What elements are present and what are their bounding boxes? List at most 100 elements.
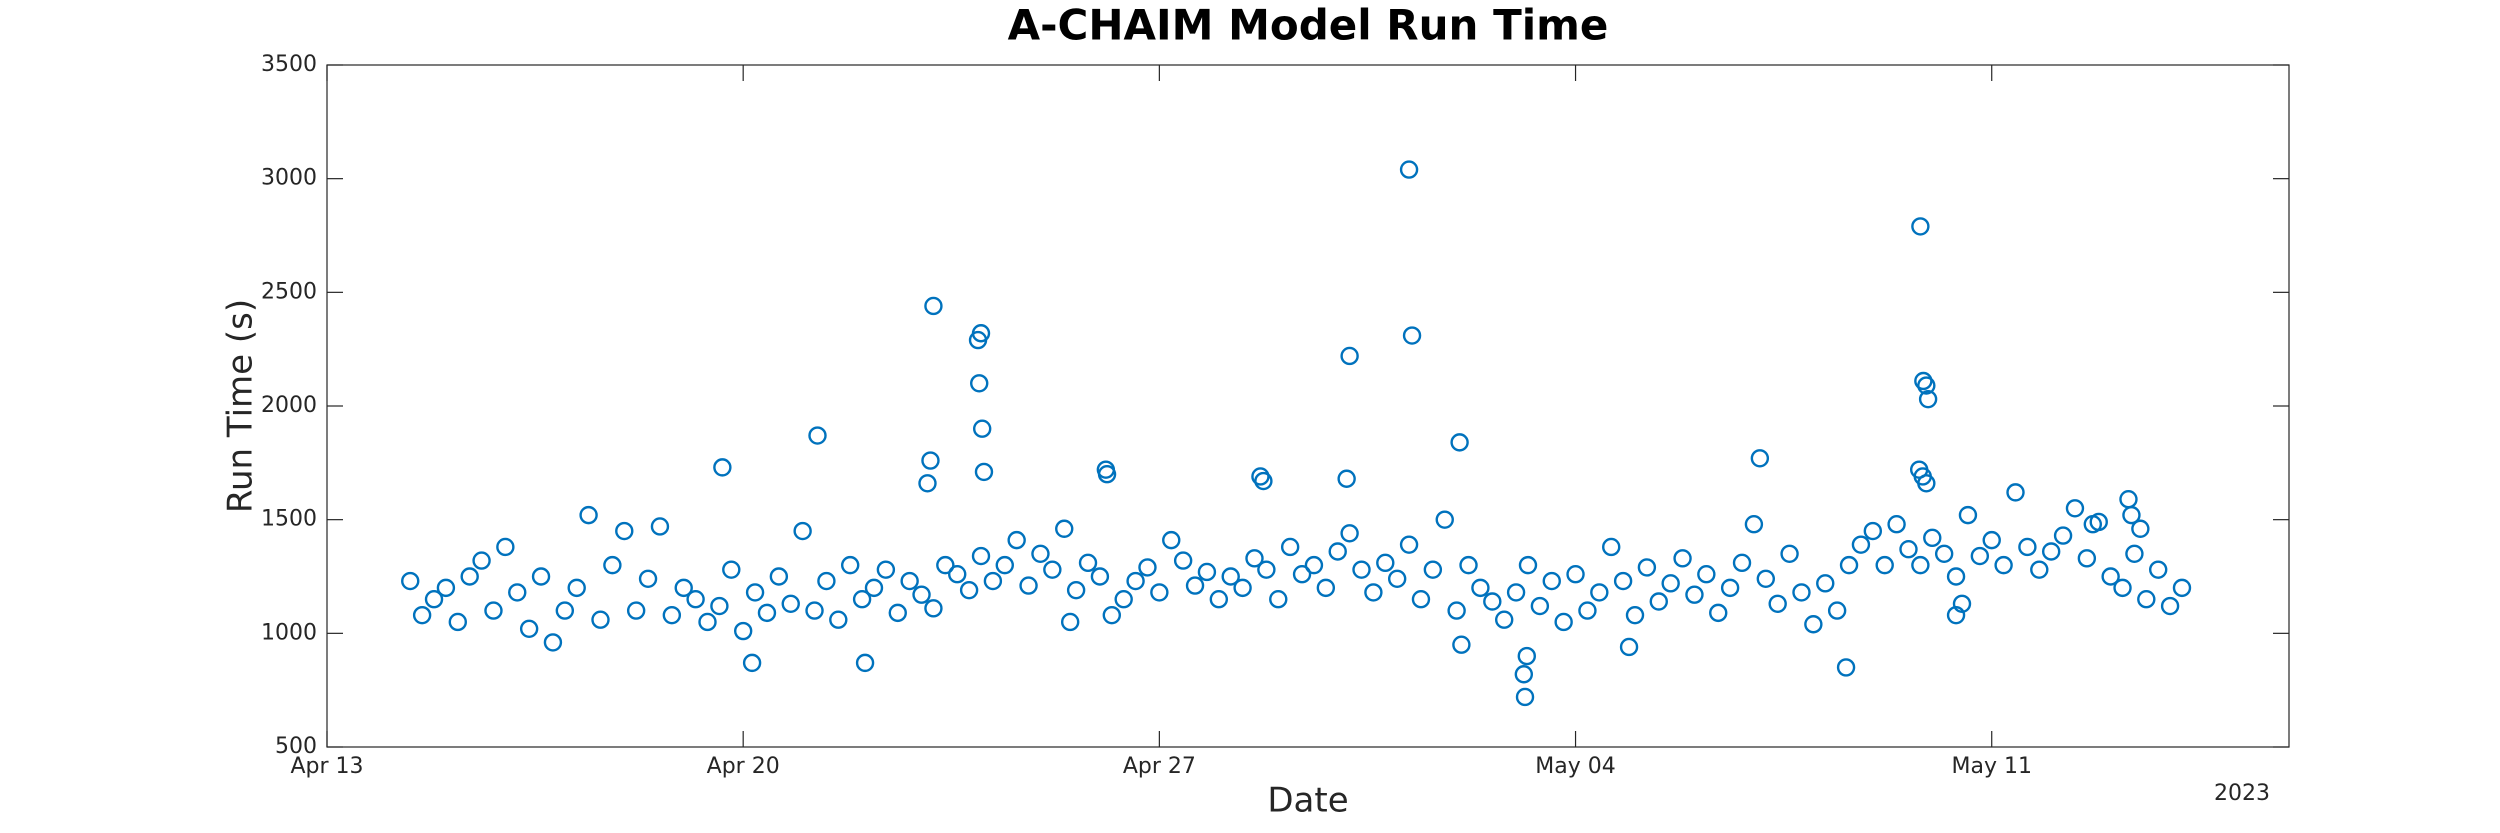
data-point bbox=[1804, 615, 1823, 634]
data-point bbox=[2101, 567, 2120, 586]
data-point bbox=[1685, 585, 1704, 604]
data-point bbox=[1316, 578, 1336, 598]
data-point bbox=[1661, 574, 1680, 593]
data-point bbox=[1459, 555, 1478, 575]
data-point bbox=[460, 567, 479, 586]
data-point bbox=[852, 590, 872, 609]
data-point bbox=[900, 571, 919, 591]
data-point bbox=[733, 621, 753, 641]
data-point bbox=[995, 555, 1014, 575]
data-point bbox=[1673, 549, 1692, 568]
data-point bbox=[1744, 515, 1764, 534]
y-tick-label: 500 bbox=[275, 734, 317, 759]
data-point bbox=[924, 296, 943, 316]
data-point bbox=[2137, 590, 2156, 609]
data-point bbox=[1720, 578, 1740, 598]
data-point bbox=[1994, 555, 2013, 575]
data-point bbox=[2065, 499, 2085, 518]
data-point bbox=[1060, 612, 1080, 632]
data-point bbox=[638, 569, 658, 588]
data-point bbox=[1402, 326, 1422, 345]
data-point bbox=[970, 374, 989, 393]
data-point bbox=[1578, 601, 1597, 620]
data-point bbox=[888, 603, 907, 623]
data-point bbox=[1554, 612, 1573, 632]
data-point bbox=[936, 555, 955, 575]
data-point bbox=[1923, 528, 1942, 548]
chart-title: A-CHAIM Model Run Time bbox=[1008, 1, 1609, 50]
data-point bbox=[686, 590, 705, 609]
data-point bbox=[817, 571, 836, 591]
data-point bbox=[1387, 569, 1407, 588]
data-point bbox=[2018, 537, 2037, 557]
data-point bbox=[1851, 535, 1871, 554]
data-point bbox=[1173, 551, 1193, 570]
data-point bbox=[1625, 605, 1645, 625]
data-point bbox=[1911, 555, 1930, 575]
data-point bbox=[1792, 583, 1811, 602]
data-point bbox=[1750, 449, 1770, 468]
data-point bbox=[650, 517, 670, 536]
data-point bbox=[1613, 571, 1633, 591]
y-tick-label: 2000 bbox=[261, 393, 317, 418]
data-point bbox=[1257, 560, 1276, 579]
data-point bbox=[1566, 565, 1585, 584]
x-tick-label: May 11 bbox=[1951, 754, 2031, 779]
data-point bbox=[555, 601, 575, 620]
data-point bbox=[1934, 544, 1954, 563]
data-point bbox=[713, 458, 732, 477]
data-point bbox=[1280, 537, 1300, 557]
data-point bbox=[1251, 467, 1270, 486]
data-point bbox=[1435, 510, 1454, 529]
data-point bbox=[1114, 590, 1133, 609]
data-point bbox=[808, 426, 827, 445]
data-point bbox=[841, 555, 860, 575]
y-axis-label: Run Time (s) bbox=[221, 299, 261, 513]
data-point bbox=[662, 605, 682, 625]
data-point bbox=[531, 567, 551, 586]
data-point bbox=[1780, 544, 1799, 563]
data-point bbox=[1816, 574, 1835, 593]
data-point bbox=[1221, 567, 1240, 586]
data-point bbox=[1399, 535, 1419, 554]
data-point bbox=[1952, 594, 1972, 613]
data-point bbox=[1150, 583, 1169, 602]
data-point bbox=[1887, 515, 1906, 534]
data-point bbox=[2006, 483, 2025, 502]
x-tick-label: Apr 20 bbox=[707, 754, 780, 779]
data-point bbox=[1411, 590, 1431, 609]
data-point bbox=[1292, 565, 1312, 584]
data-point bbox=[971, 546, 991, 566]
data-point bbox=[1590, 583, 1609, 602]
data-point bbox=[1126, 571, 1145, 591]
data-point bbox=[1471, 578, 1490, 598]
data-point bbox=[921, 451, 940, 470]
data-point bbox=[974, 462, 994, 482]
data-point bbox=[2083, 515, 2103, 534]
data-point bbox=[2172, 578, 2192, 598]
data-point bbox=[1197, 562, 1217, 582]
data-point bbox=[1518, 555, 1538, 575]
data-point bbox=[1269, 590, 1288, 609]
data-point bbox=[626, 601, 646, 620]
data-point bbox=[829, 610, 848, 629]
data-point bbox=[769, 567, 789, 586]
data-point bbox=[1233, 578, 1252, 598]
data-point bbox=[1328, 542, 1347, 561]
data-point bbox=[1875, 555, 1894, 575]
data-point bbox=[2122, 505, 2141, 525]
y-tick-label: 1000 bbox=[261, 620, 317, 645]
data-point bbox=[971, 324, 991, 343]
data-point bbox=[1732, 553, 1752, 573]
data-point bbox=[2030, 560, 2049, 579]
data-point bbox=[864, 578, 884, 598]
data-point bbox=[698, 612, 717, 632]
data-point bbox=[567, 578, 586, 598]
data-point bbox=[1066, 580, 1086, 600]
data-point bbox=[2113, 578, 2132, 598]
data-point bbox=[793, 521, 812, 541]
data-point bbox=[1019, 576, 1038, 595]
data-point bbox=[1245, 549, 1264, 568]
data-point bbox=[1376, 553, 1395, 573]
